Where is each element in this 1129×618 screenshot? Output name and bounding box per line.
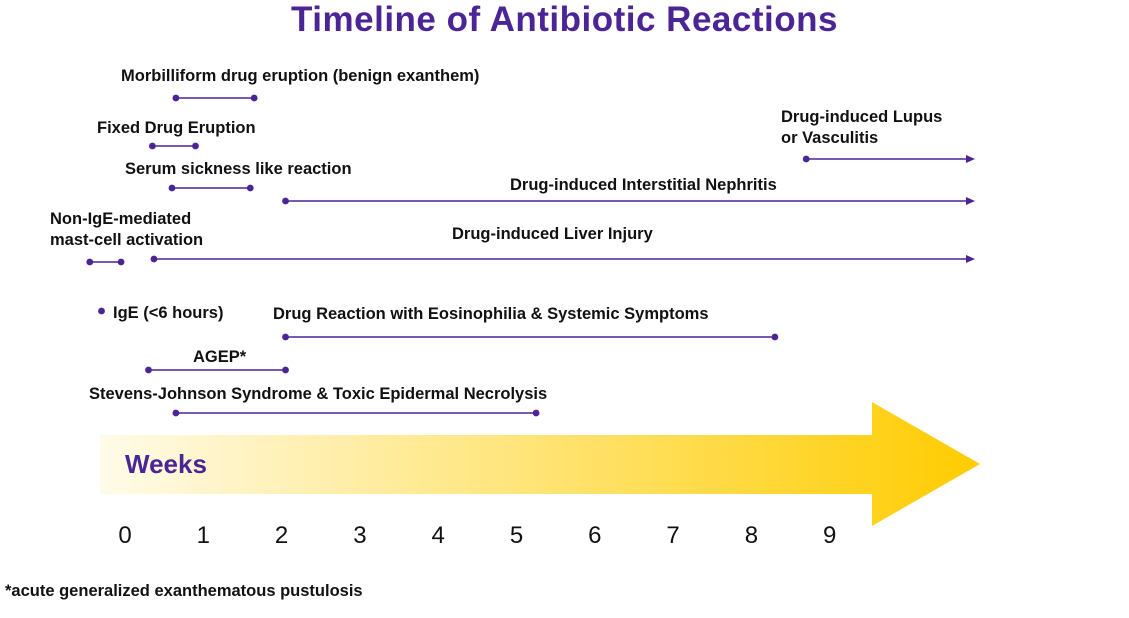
reaction-10-label: Stevens-Johnson Syndrome & Toxic Epiderm… [89, 385, 547, 403]
reaction-9-label: AGEP* [193, 348, 247, 366]
reaction-5-label: Non-IgE-mediated mast-cell activation [50, 210, 203, 249]
reaction-1-end-dot [192, 142, 199, 150]
reaction-3-start-dot [802, 155, 810, 163]
reaction-6-bar [150, 255, 975, 263]
week-tick-5: 5 [510, 522, 523, 549]
page-title: Timeline of Antibiotic Reactions [291, 0, 838, 39]
week-tick-1: 1 [197, 522, 210, 549]
week-tick-4: 4 [432, 522, 445, 549]
week-tick-7: 7 [666, 522, 679, 549]
reaction-8-bar [282, 333, 779, 341]
reaction-6-label: Drug-induced Liver Injury [452, 225, 654, 243]
reaction-1-start-dot [149, 142, 156, 150]
reaction-10-bar [172, 409, 540, 417]
reaction-3-arrowhead [966, 155, 975, 163]
reaction-7-label: IgE (<6 hours) [113, 304, 223, 322]
week-ticks: 0 1 2 3 4 5 6 7 8 9 [118, 522, 836, 549]
week-tick-6: 6 [588, 522, 601, 549]
reaction-9-start-dot [145, 366, 152, 374]
reaction-6-arrowhead [966, 255, 975, 263]
reaction-3-bar [802, 155, 975, 163]
reaction-1-bar [149, 142, 199, 150]
reaction-4-start-dot [282, 197, 289, 205]
week-tick-0: 0 [118, 522, 131, 549]
reaction-8-end-dot [771, 333, 779, 341]
reaction-1-label: Fixed Drug Eruption [97, 119, 256, 137]
reaction-0-bar [172, 94, 258, 102]
reaction-10-start-dot [172, 409, 180, 417]
reaction-0-start-dot [172, 94, 180, 102]
reaction-2-end-dot [246, 184, 254, 192]
week-tick-2: 2 [275, 522, 288, 549]
week-tick-9: 9 [823, 522, 836, 549]
reaction-bars [86, 94, 975, 417]
reaction-2-start-dot [168, 184, 176, 192]
week-tick-3: 3 [353, 522, 366, 549]
reaction-4-bar [282, 197, 975, 205]
reaction-7-start-dot [98, 307, 105, 315]
reaction-4-arrowhead [966, 197, 975, 205]
reaction-9-end-dot [282, 366, 289, 374]
reaction-9-bar [145, 366, 289, 374]
reaction-8-start-dot [282, 333, 289, 341]
reaction-5-end-dot [117, 258, 125, 266]
reaction-3-label: Drug-induced Lupus or Vasculitis [781, 108, 942, 147]
reaction-8-label: Drug Reaction with Eosinophilia & System… [273, 305, 709, 323]
reaction-2-label: Serum sickness like reaction [125, 160, 352, 178]
reaction-0-end-dot [250, 94, 258, 102]
week-tick-8: 8 [745, 522, 758, 549]
reaction-5-start-dot [86, 258, 94, 266]
axis-label-weeks: Weeks [125, 449, 207, 479]
reaction-labels: Morbilliform drug eruption (benign exant… [50, 67, 942, 403]
weeks-arrow [100, 402, 980, 526]
reaction-10-end-dot [532, 409, 540, 417]
reaction-0-label: Morbilliform drug eruption (benign exant… [121, 67, 479, 85]
reaction-2-bar [168, 184, 254, 192]
reaction-6-start-dot [150, 255, 158, 263]
footnote: *acute generalized exanthematous pustulo… [5, 582, 363, 600]
reaction-4-label: Drug-induced Interstitial Nephritis [510, 176, 777, 194]
reaction-5-bar [86, 258, 125, 266]
reaction-7-bar [98, 307, 105, 315]
